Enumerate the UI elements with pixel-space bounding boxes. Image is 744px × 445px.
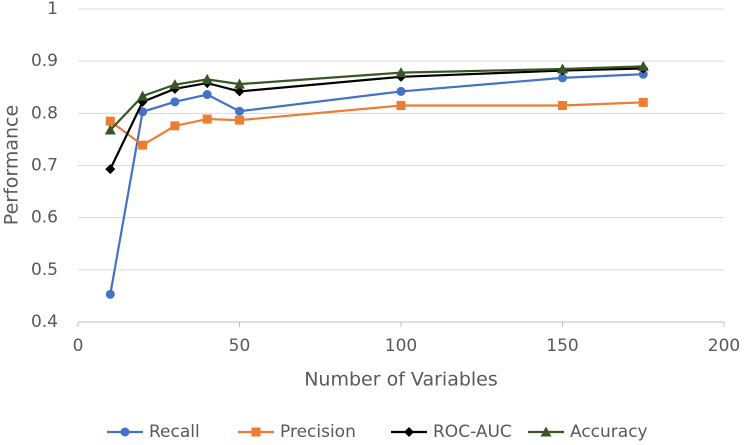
y-tick-label: 0.9 [31,51,58,71]
x-tick-label: 50 [229,336,251,356]
marker [234,86,245,97]
y-tick-label: 0.5 [31,260,58,280]
marker [637,60,649,71]
line [109,101,644,147]
marker [235,106,244,116]
x-tick-label: 0 [73,336,84,356]
y-tick-label: 0.7 [31,156,58,176]
marker [202,90,212,100]
marker [404,427,414,437]
marker [105,164,116,175]
line [109,67,644,170]
marker [234,78,245,89]
marker [104,124,116,135]
marker [105,116,115,126]
marker [638,69,648,79]
marker [395,67,407,78]
marker [251,427,261,437]
x-tick-label: 150 [546,336,578,356]
y-tick-label: 0.6 [31,208,58,228]
x-axis-title: Number of Variables [304,369,498,391]
marker [235,115,244,125]
marker [137,90,149,101]
marker [169,79,181,90]
marker [120,427,130,437]
marker [558,101,567,111]
legend-label: Precision [280,422,356,442]
marker [170,121,180,131]
marker [638,97,648,107]
x-tick-label: 100 [385,336,417,356]
line [109,73,644,295]
marker [201,73,213,84]
marker [138,107,148,117]
marker [202,114,212,124]
y-tick-label: 0.8 [31,103,58,123]
marker [105,289,115,299]
y-tick-label: 0.4 [31,312,58,332]
legend-label: Accuracy [570,422,648,442]
line [109,65,644,131]
marker [557,63,568,74]
x-tick-label: 200 [708,336,740,356]
marker [170,97,180,107]
marker [138,140,148,150]
y-tick-label: 1 [47,0,58,19]
marker [558,73,567,83]
y-axis-title: Performance [1,105,23,225]
legend-label: Recall [149,422,200,442]
marker [396,86,406,96]
legend-label: ROC-AUC [433,422,512,442]
marker [396,101,406,111]
marker [540,426,552,437]
